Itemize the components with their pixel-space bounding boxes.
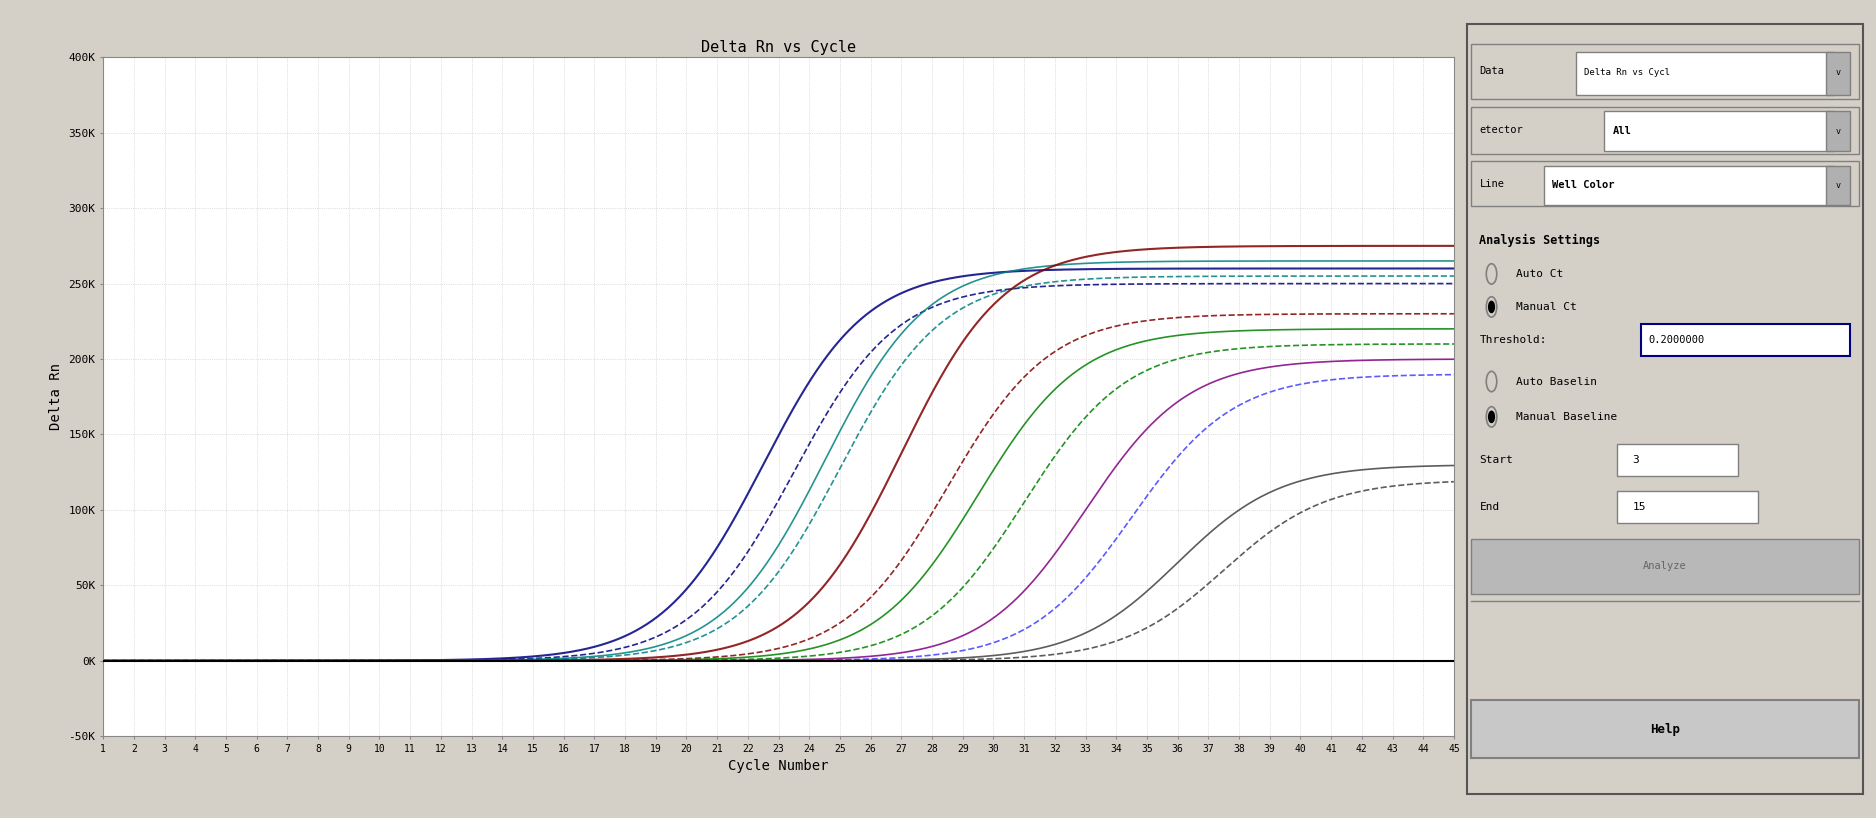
FancyBboxPatch shape	[1825, 52, 1850, 95]
Text: Manual Baseline: Manual Baseline	[1516, 411, 1617, 422]
FancyBboxPatch shape	[1642, 324, 1850, 356]
Circle shape	[1490, 301, 1495, 312]
Title: Delta Rn vs Cycle: Delta Rn vs Cycle	[702, 40, 855, 55]
Text: v: v	[1837, 69, 1840, 78]
Y-axis label: Delta Rn: Delta Rn	[49, 363, 64, 430]
X-axis label: Cycle Number: Cycle Number	[728, 759, 829, 773]
Text: v: v	[1837, 127, 1840, 136]
Text: End: End	[1480, 502, 1499, 512]
FancyBboxPatch shape	[1471, 44, 1859, 99]
Text: Analyze: Analyze	[1643, 561, 1687, 571]
Text: Threshold:: Threshold:	[1480, 335, 1548, 345]
Text: 0.2000000: 0.2000000	[1649, 335, 1705, 345]
FancyBboxPatch shape	[1604, 110, 1835, 151]
Text: v: v	[1837, 181, 1840, 190]
Text: 3: 3	[1632, 455, 1640, 465]
Text: Auto Ct: Auto Ct	[1516, 269, 1563, 279]
Text: Manual Ct: Manual Ct	[1516, 302, 1576, 312]
Text: Well Color: Well Color	[1551, 180, 1615, 191]
Text: Line: Line	[1480, 178, 1505, 189]
Text: Analysis Settings: Analysis Settings	[1480, 234, 1600, 247]
Circle shape	[1490, 411, 1495, 422]
Text: Data: Data	[1480, 66, 1505, 76]
Text: Help: Help	[1651, 723, 1679, 736]
Text: Delta Rn vs Cycl: Delta Rn vs Cycl	[1583, 69, 1670, 78]
FancyBboxPatch shape	[1471, 106, 1859, 154]
Text: Auto Baselin: Auto Baselin	[1516, 376, 1596, 387]
Text: All: All	[1613, 126, 1632, 136]
FancyBboxPatch shape	[1576, 52, 1835, 95]
Text: 15: 15	[1632, 502, 1645, 512]
FancyBboxPatch shape	[1617, 444, 1737, 476]
Text: Start: Start	[1480, 455, 1514, 465]
FancyBboxPatch shape	[1825, 110, 1850, 151]
Text: etector: etector	[1480, 125, 1523, 135]
FancyBboxPatch shape	[1617, 492, 1758, 523]
FancyBboxPatch shape	[1544, 165, 1835, 204]
FancyBboxPatch shape	[1825, 165, 1850, 204]
FancyBboxPatch shape	[1471, 161, 1859, 206]
FancyBboxPatch shape	[1471, 699, 1859, 758]
FancyBboxPatch shape	[1471, 538, 1859, 594]
